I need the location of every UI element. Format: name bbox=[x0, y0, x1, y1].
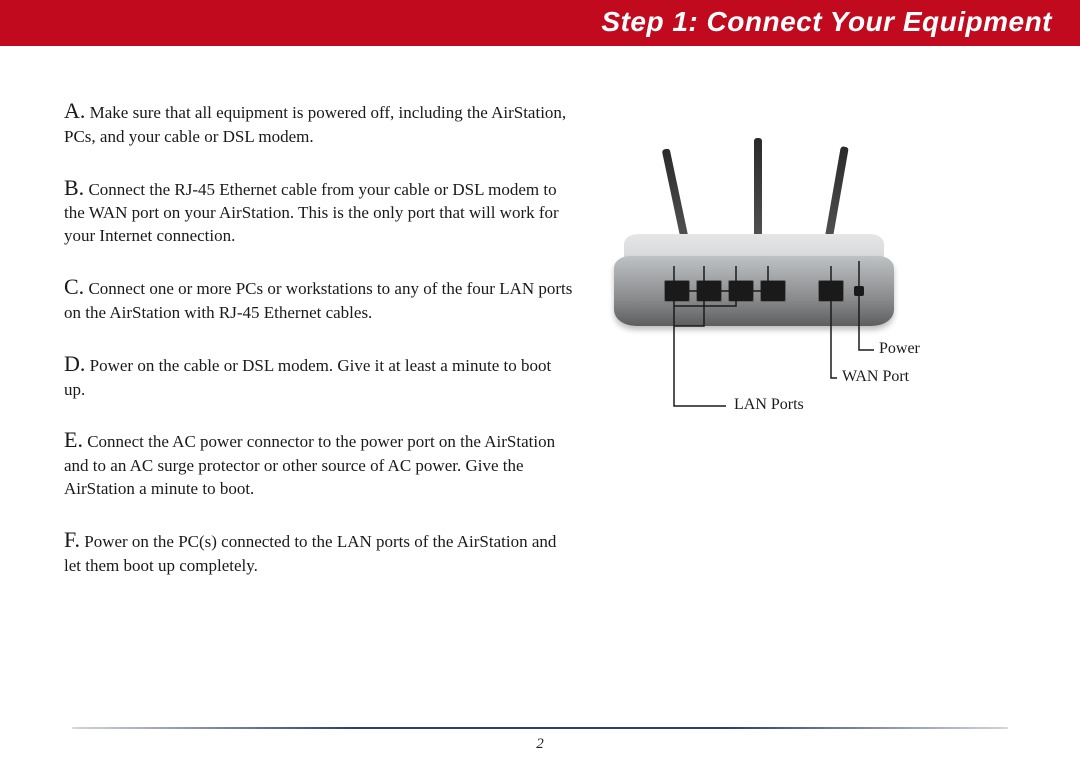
step-letter-d: D. bbox=[64, 351, 85, 376]
lan-port-icon bbox=[728, 280, 754, 302]
wan-port-icon bbox=[818, 280, 844, 302]
step-e: E. Connect the AC power connector to the… bbox=[64, 425, 574, 501]
label-power: Power bbox=[879, 340, 920, 358]
step-b: B. Connect the RJ-45 Ethernet cable from… bbox=[64, 173, 574, 249]
label-wan: WAN Port bbox=[842, 368, 909, 386]
step-f: F. Power on the PC(s) connected to the L… bbox=[64, 525, 574, 578]
lan-port-icon bbox=[696, 280, 722, 302]
step-text-d: Power on the cable or DSL modem. Give it… bbox=[64, 356, 551, 399]
page-number: 2 bbox=[536, 736, 544, 752]
power-port-icon bbox=[854, 286, 864, 296]
content-area: A. Make sure that all equipment is power… bbox=[0, 46, 1080, 602]
step-letter-e: E. bbox=[64, 427, 83, 452]
antenna-icon bbox=[662, 148, 691, 247]
step-text-e: Connect the AC power connector to the po… bbox=[64, 432, 555, 498]
step-letter-b: B. bbox=[64, 175, 84, 200]
step-c: C. Connect one or more PCs or workstatio… bbox=[64, 272, 574, 325]
step-letter-a: A. bbox=[64, 98, 85, 123]
footer: 2 bbox=[0, 727, 1080, 753]
step-letter-c: C. bbox=[64, 274, 84, 299]
page-title: Step 1: Connect Your Equipment bbox=[601, 6, 1052, 37]
step-text-b: Connect the RJ-45 Ethernet cable from yo… bbox=[64, 180, 559, 246]
step-letter-f: F. bbox=[64, 527, 80, 552]
router-illustration bbox=[604, 136, 934, 366]
step-d: D. Power on the cable or DSL modem. Give… bbox=[64, 349, 574, 402]
step-text-a: Make sure that all equipment is powered … bbox=[64, 103, 566, 146]
footer-rule bbox=[72, 727, 1008, 729]
label-lan: LAN Ports bbox=[734, 396, 804, 414]
step-text-f: Power on the PC(s) connected to the LAN … bbox=[64, 532, 556, 575]
instructions-column: A. Make sure that all equipment is power… bbox=[64, 96, 604, 602]
diagram-column: Power WAN Port LAN Ports bbox=[604, 96, 984, 602]
lan-port-icon bbox=[664, 280, 690, 302]
header-bar: Step 1: Connect Your Equipment bbox=[0, 0, 1080, 46]
antenna-icon bbox=[754, 138, 762, 248]
step-a: A. Make sure that all equipment is power… bbox=[64, 96, 574, 149]
lan-port-row bbox=[664, 280, 786, 302]
step-text-c: Connect one or more PCs or workstations … bbox=[64, 279, 572, 322]
antenna-icon bbox=[823, 146, 849, 248]
lan-port-icon bbox=[760, 280, 786, 302]
